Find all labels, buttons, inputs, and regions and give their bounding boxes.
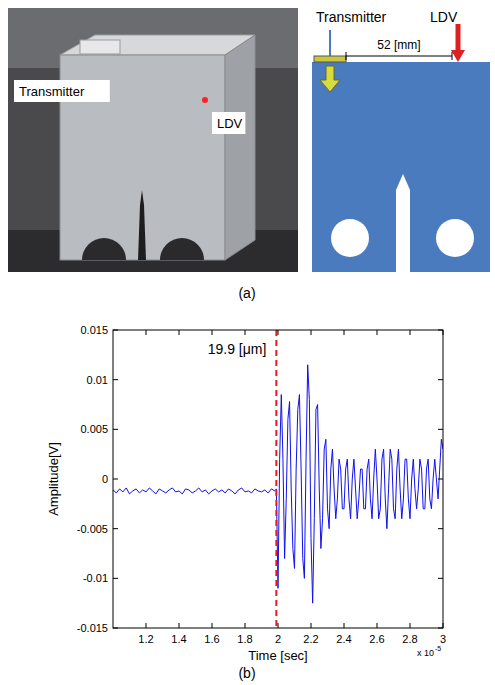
x-tick — [245, 330, 246, 335]
y-tick-label: 0.01 — [87, 374, 108, 386]
photo: Transmitter LDV — [8, 8, 298, 272]
x-tick — [179, 330, 180, 335]
x-tick — [377, 623, 378, 628]
transmitter — [314, 56, 346, 62]
y-tick-label: -0.01 — [83, 572, 108, 584]
y-axis-title: Amplitude[V] — [46, 442, 61, 516]
dimension-label: 52 [mm] — [377, 38, 420, 52]
x-tick-label: 1.8 — [237, 633, 252, 645]
laser-spot — [202, 97, 208, 103]
x-tick — [344, 330, 345, 335]
y-tick — [113, 578, 118, 579]
x-axis-title: Time [sec] — [248, 648, 307, 663]
chart: -0.015 -0.01 -0.005 0 0.005 0.01 0.015 1.2 1.4 1.… — [46, 324, 446, 663]
schematic-label: LDV — [430, 9, 458, 25]
dimension-tick — [452, 52, 453, 60]
plot-area — [113, 330, 443, 628]
x-tick — [344, 623, 345, 628]
label-background — [206, 340, 269, 358]
photo-label-box — [14, 80, 110, 102]
x-tick-label: 2.4 — [336, 633, 351, 645]
schematic-label: Transmitter — [316, 9, 387, 25]
block-hole — [82, 238, 126, 260]
block-hole — [160, 238, 204, 260]
x-tick-label: 2 — [275, 633, 281, 645]
specimen-notch — [396, 174, 410, 272]
x-multiplier-exponent: -5 — [435, 645, 441, 652]
x-tick — [377, 330, 378, 335]
y-tick — [438, 528, 443, 529]
x-tick-label: 2.2 — [303, 633, 318, 645]
photo-label: Transmitter — [19, 84, 85, 99]
x-tick — [146, 330, 147, 335]
specimen-hole — [436, 219, 474, 257]
block-notch — [138, 190, 146, 260]
y-tick — [113, 379, 118, 380]
y-tick — [113, 628, 118, 629]
x-multiplier: x 10 — [417, 648, 434, 658]
x-tick — [212, 623, 213, 628]
x-tick — [146, 623, 147, 628]
y-tick — [113, 429, 118, 430]
specimen-hole — [331, 219, 369, 257]
photo-label-box — [212, 112, 245, 134]
schematic: Transmitter LDV 52 [mm] — [312, 9, 490, 272]
y-tick-label: 0.005 — [80, 423, 108, 435]
block-top — [60, 35, 255, 55]
series-group — [113, 330, 443, 628]
y-tick — [113, 479, 118, 480]
x-tick-label: 2.6 — [369, 633, 384, 645]
ldv-beam — [456, 24, 461, 52]
x-tick — [278, 330, 279, 335]
onset-label: 19.9 [μm] — [208, 341, 267, 357]
y-tick — [438, 330, 443, 331]
y-tick — [113, 528, 118, 529]
x-tick — [410, 330, 411, 335]
transmitter-stem — [329, 30, 331, 57]
x-tick-label: 3 — [440, 633, 446, 645]
y-tick — [438, 479, 443, 480]
y-tick — [113, 330, 118, 331]
block-side — [225, 35, 255, 260]
x-tick — [443, 623, 444, 628]
transmitter-patch — [80, 40, 120, 54]
plot-frame — [113, 330, 443, 628]
dimension-line — [346, 56, 452, 57]
panel-label: (a) — [238, 285, 255, 301]
x-tick — [212, 330, 213, 335]
x-tick-label: 1.6 — [204, 633, 219, 645]
signal-line — [113, 365, 443, 603]
wave-arrow — [320, 66, 340, 92]
x-tick — [245, 623, 246, 628]
x-tick — [179, 623, 180, 628]
figure: Transmitter LDV Transmitter LDV 52 [mm] (a) -0… — [0, 0, 495, 685]
onset-line — [275, 330, 277, 628]
x-tick-label: 1.4 — [171, 633, 186, 645]
x-tick — [443, 330, 444, 335]
panel-label: (b) — [238, 665, 255, 681]
y-tick — [438, 578, 443, 579]
y-tick — [438, 429, 443, 430]
y-tick-label: 0.015 — [80, 324, 108, 336]
x-tick-label: 1.2 — [138, 633, 153, 645]
ldv-arrowhead — [451, 50, 465, 62]
y-tick-label: -0.015 — [77, 622, 108, 634]
dimension-tick — [346, 52, 347, 60]
y-tick — [438, 628, 443, 629]
x-tick — [278, 623, 279, 628]
y-tick-label: -0.005 — [77, 523, 108, 535]
y-tick — [438, 379, 443, 380]
x-tick — [410, 623, 411, 628]
y-tick-label: 0 — [102, 473, 108, 485]
photo-background — [8, 8, 298, 272]
specimen — [312, 62, 490, 272]
photo-label: LDV — [217, 116, 243, 131]
x-tick — [311, 623, 312, 628]
x-tick-label: 2.8 — [402, 633, 417, 645]
x-tick — [311, 330, 312, 335]
